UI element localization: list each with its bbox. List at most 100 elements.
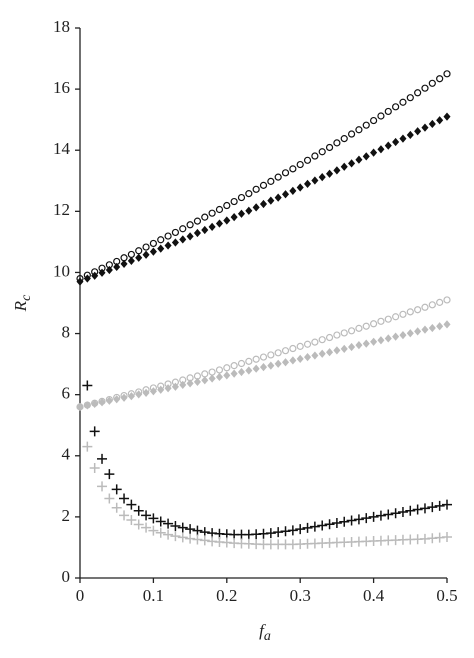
diamond-marker bbox=[333, 346, 341, 355]
plus-marker bbox=[339, 516, 350, 527]
y-tick-label: 2 bbox=[62, 506, 71, 525]
diamond-marker bbox=[179, 235, 187, 244]
plus-marker bbox=[192, 534, 203, 545]
circle-marker bbox=[237, 193, 246, 202]
circle-marker bbox=[436, 75, 444, 83]
plus-marker bbox=[97, 481, 108, 492]
y-tick-label: 14 bbox=[53, 139, 71, 158]
diamond-marker bbox=[135, 253, 143, 262]
diamond-marker bbox=[179, 380, 187, 390]
circle-marker bbox=[230, 197, 238, 206]
diamond-marker bbox=[230, 369, 238, 378]
y-tick-label: 4 bbox=[62, 445, 71, 464]
plus-marker bbox=[148, 525, 159, 536]
circle-marker bbox=[259, 353, 268, 361]
x-label-main: f bbox=[259, 621, 266, 640]
diamond-marker bbox=[193, 377, 201, 386]
circle-marker bbox=[303, 340, 312, 348]
circle-marker bbox=[436, 298, 444, 306]
diamond-marker bbox=[237, 367, 246, 377]
diamond-marker bbox=[428, 119, 436, 129]
diamond-marker bbox=[370, 337, 378, 346]
circle-marker bbox=[318, 148, 326, 156]
diamond-marker bbox=[135, 390, 143, 399]
plus-marker bbox=[170, 521, 181, 532]
x-tick-label: 0.4 bbox=[363, 586, 385, 605]
circle-marker bbox=[370, 320, 378, 328]
circle-marker bbox=[281, 347, 290, 355]
circle-marker bbox=[421, 303, 429, 311]
plus-marker bbox=[104, 493, 115, 504]
diamond-marker bbox=[421, 123, 429, 132]
plus-marker bbox=[427, 502, 438, 513]
diamond-marker bbox=[311, 351, 319, 360]
diamond-marker bbox=[142, 388, 150, 397]
diamond-marker bbox=[113, 262, 121, 272]
diamond-marker bbox=[171, 382, 179, 391]
diamond-marker bbox=[230, 213, 238, 222]
diamond-marker bbox=[267, 196, 275, 205]
y-tick-label: 8 bbox=[62, 322, 71, 341]
diamond-marker bbox=[304, 179, 312, 188]
diamond-marker bbox=[370, 148, 378, 157]
plus-marker bbox=[155, 527, 166, 538]
diamond-marker bbox=[120, 259, 128, 269]
diamond-marker bbox=[333, 166, 341, 175]
circle-marker bbox=[414, 89, 422, 97]
plus-marker bbox=[346, 515, 357, 526]
circle-marker bbox=[208, 368, 216, 376]
plus-marker bbox=[383, 509, 394, 520]
circle-marker bbox=[399, 98, 407, 106]
diamond-marker bbox=[384, 334, 392, 343]
diamond-marker bbox=[362, 152, 370, 161]
plus-marker bbox=[133, 505, 144, 516]
circle-marker bbox=[281, 169, 290, 177]
plus-marker bbox=[280, 526, 291, 537]
diamond-marker bbox=[340, 162, 348, 171]
plus-marker bbox=[126, 499, 137, 510]
circle-marker bbox=[377, 317, 385, 325]
y-tick-label: 16 bbox=[53, 78, 70, 97]
circle-marker bbox=[399, 310, 407, 318]
circle-marker bbox=[201, 370, 209, 378]
diamond-marker bbox=[215, 219, 223, 228]
diamond-marker bbox=[186, 232, 194, 241]
plus-marker bbox=[97, 453, 108, 464]
circle-marker bbox=[318, 336, 326, 344]
circle-marker bbox=[142, 243, 150, 251]
circle-marker bbox=[237, 359, 246, 368]
plus-marker bbox=[273, 527, 284, 538]
diamond-marker bbox=[223, 216, 231, 225]
diamond-marker bbox=[318, 172, 326, 182]
circle-marker bbox=[370, 116, 378, 125]
diamond-marker bbox=[245, 206, 253, 215]
diamond-marker bbox=[443, 320, 451, 329]
diamond-marker bbox=[76, 277, 84, 286]
diamond-marker bbox=[406, 329, 414, 338]
diamond-marker bbox=[414, 327, 422, 336]
diamond-marker bbox=[193, 228, 201, 238]
diamond-marker bbox=[208, 222, 216, 232]
diamond-marker bbox=[83, 274, 91, 283]
diamond-marker bbox=[171, 238, 179, 247]
circle-marker bbox=[186, 221, 194, 229]
circle-marker bbox=[362, 121, 370, 129]
circle-marker bbox=[274, 173, 282, 181]
circle-marker bbox=[193, 217, 202, 225]
circle-marker bbox=[443, 296, 451, 304]
circle-marker bbox=[355, 324, 363, 332]
diamond-marker bbox=[157, 244, 165, 253]
plus-marker bbox=[185, 524, 196, 535]
circle-marker bbox=[384, 315, 392, 323]
plus-marker bbox=[302, 522, 313, 533]
plus-marker bbox=[390, 508, 401, 519]
circle-marker bbox=[406, 308, 414, 316]
diamond-marker bbox=[340, 344, 348, 353]
circle-marker bbox=[252, 355, 260, 363]
plus-marker bbox=[405, 505, 416, 516]
circle-marker bbox=[274, 349, 282, 357]
plus-marker bbox=[170, 531, 181, 542]
circle-marker bbox=[414, 306, 422, 314]
diamond-marker bbox=[348, 342, 356, 352]
circle-marker bbox=[157, 236, 165, 244]
